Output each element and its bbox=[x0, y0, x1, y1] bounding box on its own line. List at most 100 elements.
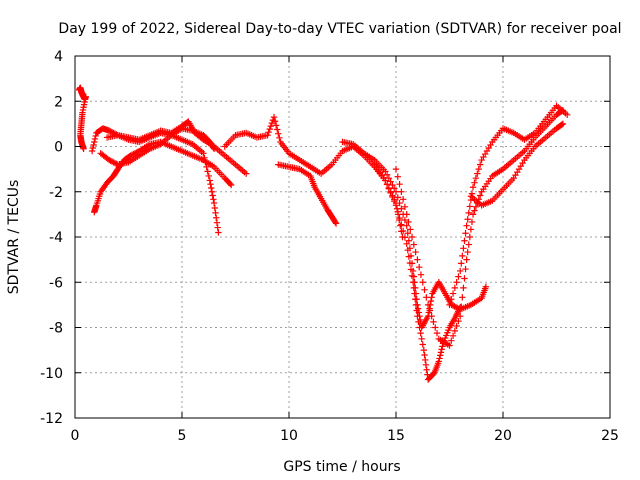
data-point bbox=[454, 308, 462, 315]
data-points bbox=[76, 84, 571, 383]
data-point bbox=[274, 126, 281, 133]
data-point bbox=[107, 157, 114, 165]
data-point bbox=[383, 171, 391, 178]
data-point bbox=[453, 322, 460, 330]
series-arc-6 bbox=[221, 113, 406, 241]
data-point bbox=[448, 337, 455, 344]
data-point bbox=[399, 196, 407, 203]
data-point bbox=[206, 177, 214, 184]
data-point bbox=[205, 172, 212, 180]
data-point bbox=[133, 149, 140, 156]
data-point bbox=[464, 216, 471, 223]
data-point bbox=[476, 192, 484, 199]
y-tick-label: -10 bbox=[40, 366, 63, 382]
data-point bbox=[418, 335, 425, 343]
data-point bbox=[404, 246, 411, 254]
data-point bbox=[471, 179, 478, 186]
data-point bbox=[398, 188, 405, 195]
series-arc-9 bbox=[371, 161, 464, 383]
data-point bbox=[226, 180, 234, 188]
data-point bbox=[559, 120, 567, 128]
data-point bbox=[91, 135, 99, 143]
data-point bbox=[454, 309, 461, 317]
x-tick-label: 10 bbox=[280, 428, 298, 444]
data-point bbox=[455, 317, 462, 325]
data-point bbox=[401, 216, 409, 224]
data-point bbox=[455, 273, 462, 280]
data-point bbox=[475, 165, 482, 173]
data-point bbox=[449, 332, 457, 339]
data-point bbox=[210, 144, 217, 151]
data-point bbox=[202, 159, 209, 166]
data-point bbox=[420, 346, 428, 354]
data-point bbox=[424, 301, 432, 309]
data-point bbox=[457, 312, 464, 320]
data-point bbox=[383, 181, 391, 188]
data-point bbox=[437, 352, 444, 359]
data-point bbox=[265, 128, 272, 136]
data-point bbox=[203, 163, 210, 171]
data-point bbox=[412, 248, 419, 256]
data-point bbox=[462, 265, 469, 273]
data-point bbox=[399, 227, 407, 235]
data-point bbox=[405, 253, 413, 260]
data-point bbox=[472, 174, 480, 182]
data-point bbox=[210, 199, 218, 207]
data-point bbox=[200, 150, 207, 157]
data-point bbox=[243, 170, 250, 177]
data-point bbox=[210, 196, 217, 203]
data-point bbox=[414, 256, 421, 263]
y-tick-label: -8 bbox=[49, 321, 63, 337]
data-point bbox=[90, 141, 97, 149]
data-point bbox=[92, 132, 99, 140]
data-point bbox=[80, 145, 87, 152]
data-point bbox=[405, 218, 412, 226]
y-axis-label: SDTVAR / TECUs bbox=[6, 180, 22, 295]
data-point bbox=[401, 203, 409, 211]
x-tick-label: 0 bbox=[71, 428, 80, 444]
data-point bbox=[387, 189, 394, 197]
data-point bbox=[268, 119, 276, 127]
data-point bbox=[416, 324, 423, 331]
data-point bbox=[409, 279, 417, 286]
data-point bbox=[410, 284, 418, 292]
data-point bbox=[455, 306, 462, 314]
data-point bbox=[209, 192, 216, 199]
data-point bbox=[422, 356, 429, 364]
data-point bbox=[453, 311, 460, 318]
data-point bbox=[213, 219, 221, 226]
data-point bbox=[394, 208, 401, 215]
y-tick-label: 2 bbox=[54, 94, 63, 110]
data-point bbox=[201, 154, 208, 162]
data-point bbox=[463, 256, 470, 263]
data-point bbox=[413, 307, 420, 314]
data-point bbox=[558, 121, 566, 128]
series-arc-7 bbox=[275, 161, 340, 227]
data-point bbox=[211, 204, 219, 212]
data-point bbox=[267, 122, 275, 130]
data-point bbox=[275, 130, 282, 137]
data-point bbox=[462, 230, 469, 237]
data-point bbox=[564, 111, 571, 119]
data-point bbox=[457, 267, 464, 275]
data-point bbox=[389, 181, 396, 189]
data-point bbox=[401, 234, 409, 241]
x-tick-label: 15 bbox=[387, 428, 405, 444]
data-point bbox=[463, 222, 470, 229]
data-point bbox=[435, 358, 442, 365]
data-point bbox=[110, 159, 117, 166]
data-point bbox=[448, 296, 455, 303]
data-point bbox=[446, 342, 453, 349]
data-point bbox=[419, 279, 426, 286]
data-point bbox=[467, 226, 475, 233]
data-point bbox=[482, 283, 490, 290]
data-point bbox=[89, 144, 97, 152]
data-point bbox=[408, 233, 416, 241]
data-point bbox=[392, 165, 400, 173]
data-point bbox=[382, 177, 389, 184]
data-point bbox=[476, 161, 484, 168]
data-point bbox=[91, 138, 98, 146]
data-point bbox=[394, 194, 401, 201]
x-tick-label: 20 bbox=[494, 428, 512, 444]
